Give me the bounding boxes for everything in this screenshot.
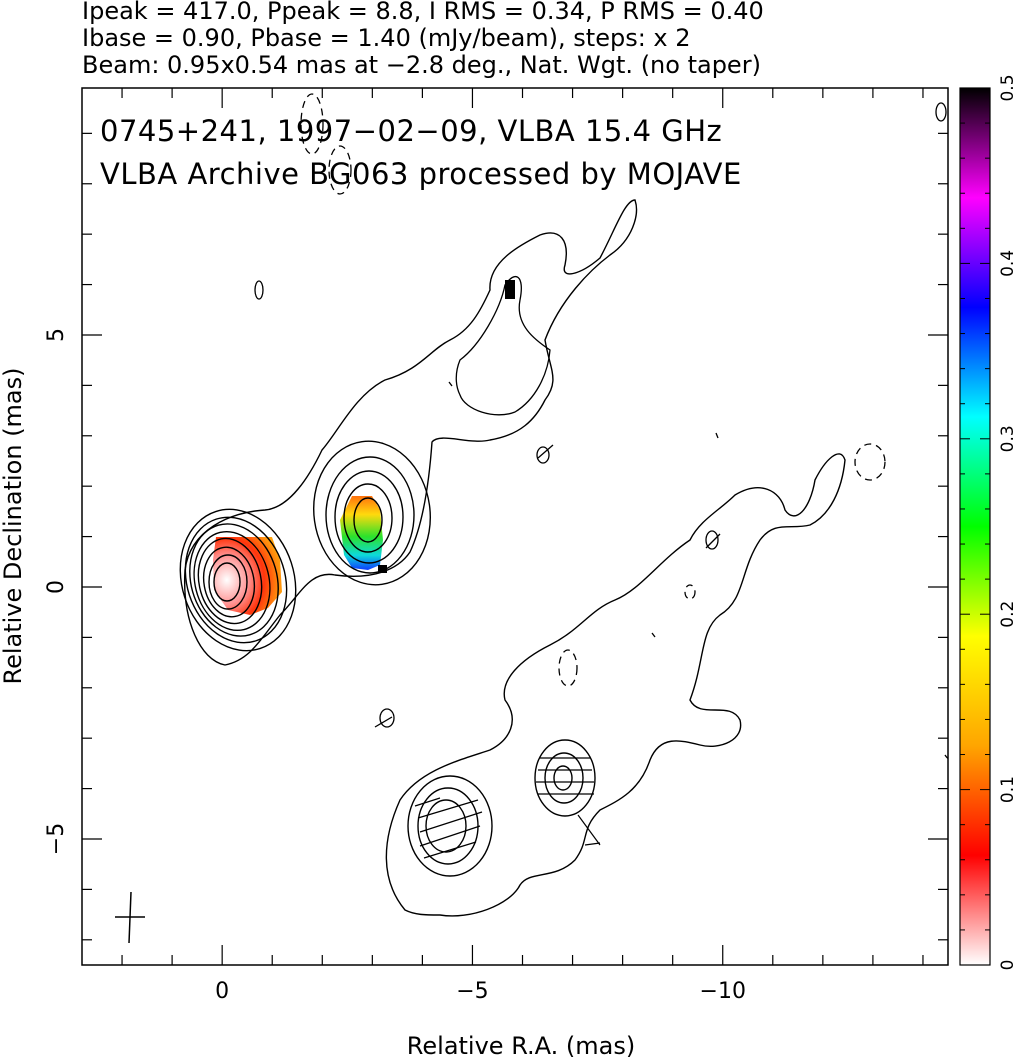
header-line-1: Ipeak = 417.0, Ppeak = 8.8, I RMS = 0.34… xyxy=(82,0,764,25)
negative-contours xyxy=(300,93,886,687)
x-tick-label: −5 xyxy=(456,979,488,1004)
x-tick-label: −10 xyxy=(700,979,746,1004)
plot-frame xyxy=(81,87,949,966)
image-layer xyxy=(115,93,948,944)
x-axis-label: Relative R.A. (mas) xyxy=(407,1032,635,1060)
colorbar: 0 0.1 0.2 0.3 0.4 0.5 xyxy=(959,74,1018,971)
colorbar-tick-label: 0.2 xyxy=(998,601,1018,628)
colorbar-tick-label: 0 xyxy=(998,960,1018,971)
pol-pixel xyxy=(378,565,387,573)
south-knot-contours xyxy=(407,739,596,877)
header-line-2: Ibase = 0.90, Pbase = 1.40 (mJy/beam), s… xyxy=(82,24,691,52)
contour-jet-inner xyxy=(455,275,551,416)
x-tick-label: 0 xyxy=(215,979,229,1004)
beam-marker xyxy=(115,891,145,944)
y-axis-label: Relative Declination (mas) xyxy=(0,367,27,684)
evpa-ticks xyxy=(414,757,601,859)
core-contours xyxy=(179,508,297,652)
y-tick-label: −5 xyxy=(44,823,69,855)
colorbar-tick-label: 0.3 xyxy=(998,425,1018,452)
contour-south-outer xyxy=(385,453,846,917)
chart-subtitle: VLBA Archive BG063 processed by MOJAVE xyxy=(100,157,742,191)
y-tick-label: 0 xyxy=(44,580,69,594)
x-axis-ticks: 0 −5 −10 xyxy=(121,88,924,1004)
chart-title: 0745+241, 1997−02−09, VLBA 15.4 GHz xyxy=(100,114,722,148)
y-tick-label: 5 xyxy=(44,328,69,342)
colorbar-tick-label: 0.1 xyxy=(998,776,1018,803)
core-polarization-fill xyxy=(213,537,282,615)
y-axis-ticks: −5 0 5 xyxy=(44,132,948,941)
isolated-contours xyxy=(254,102,948,760)
pol-pixel xyxy=(505,280,515,299)
knot-contours xyxy=(312,440,432,586)
header-line-3: Beam: 0.95x0.54 mas at −2.8 deg., Nat. W… xyxy=(82,51,761,79)
colorbar-scale xyxy=(959,87,991,966)
contour-outer-jet xyxy=(183,199,638,666)
colorbar-tick-label: 0.4 xyxy=(998,250,1018,277)
colorbar-tick-label: 0.5 xyxy=(998,74,1018,101)
